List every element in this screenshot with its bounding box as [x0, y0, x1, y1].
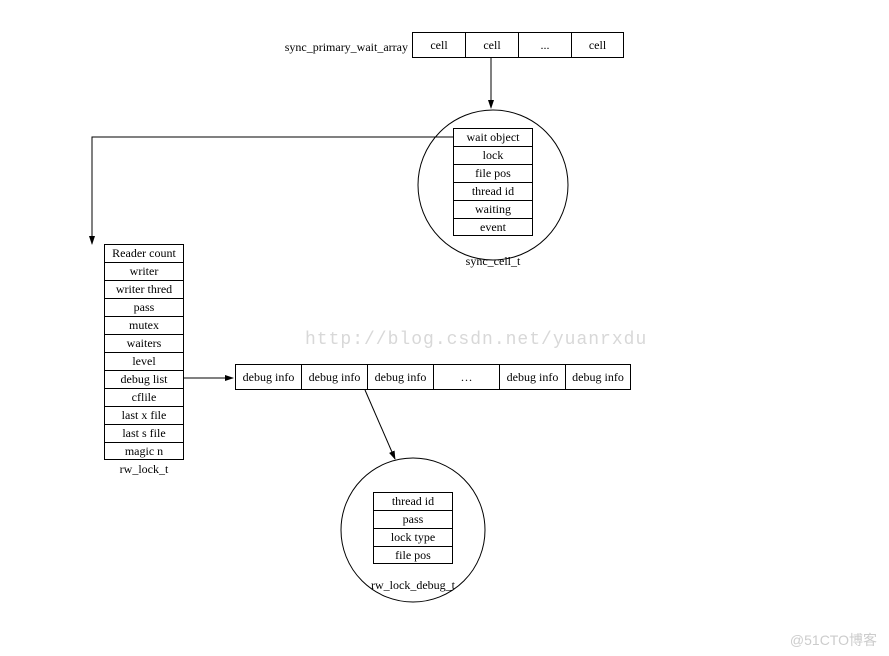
sync-cell-label: sync_cell_t [453, 254, 533, 269]
wait-array-cell: ... [518, 32, 571, 58]
debug-info-cell: debug info [367, 364, 433, 390]
rw-lock-debug-label: rw_lock_debug_t [357, 578, 469, 593]
rw-lock-field: waiters [104, 334, 184, 352]
rw-lock-field: last x file [104, 406, 184, 424]
rw-lock-debug-field: thread id [373, 492, 453, 510]
sync-cell-field: waiting [453, 200, 533, 218]
rw-lock-field: last s file [104, 424, 184, 442]
rw-lock-debug-col: thread id pass lock type file pos [373, 492, 453, 564]
rw-lock-field: debug list [104, 370, 184, 388]
wait-array-row: cell cell ... cell [412, 32, 624, 58]
rw-lock-debug-field: file pos [373, 546, 453, 564]
rw-lock-field: mutex [104, 316, 184, 334]
debug-info-cell: debug info [565, 364, 631, 390]
rw-lock-field: magic n [104, 442, 184, 460]
arrow-sync-to-rwlock [92, 137, 453, 244]
sync-cell-field: wait object [453, 128, 533, 146]
rw-lock-field: writer [104, 262, 184, 280]
wait-array-label: sync_primary_wait_array [278, 40, 408, 55]
sync-cell-field: lock [453, 146, 533, 164]
rw-lock-label: rw_lock_t [104, 462, 184, 477]
sync-cell-field: event [453, 218, 533, 236]
rw-lock-field: Reader count [104, 244, 184, 262]
debug-info-cell: debug info [301, 364, 367, 390]
rw-lock-debug-field: pass [373, 510, 453, 528]
wait-array-cell: cell [465, 32, 518, 58]
wait-array-cell: cell [571, 32, 624, 58]
rw-lock-col: Reader count writer writer thred pass mu… [104, 244, 184, 460]
sync-cell-field: thread id [453, 182, 533, 200]
debug-info-cell: debug info [499, 364, 565, 390]
rw-lock-field: cflile [104, 388, 184, 406]
credit-text: @51CTO博客 [790, 630, 877, 650]
debug-info-cell: … [433, 364, 499, 390]
wait-array-cell: cell [412, 32, 465, 58]
arrow-debuginfo-to-debug [365, 390, 395, 459]
sync-cell-field: file pos [453, 164, 533, 182]
watermark-text: http://blog.csdn.net/yuanrxdu [305, 330, 647, 350]
debug-info-cell: debug info [235, 364, 301, 390]
rw-lock-debug-field: lock type [373, 528, 453, 546]
debug-info-row: debug info debug info debug info … debug… [235, 364, 631, 390]
rw-lock-field: writer thred [104, 280, 184, 298]
sync-cell-col: wait object lock file pos thread id wait… [453, 128, 533, 236]
rw-lock-field: pass [104, 298, 184, 316]
rw-lock-field: level [104, 352, 184, 370]
